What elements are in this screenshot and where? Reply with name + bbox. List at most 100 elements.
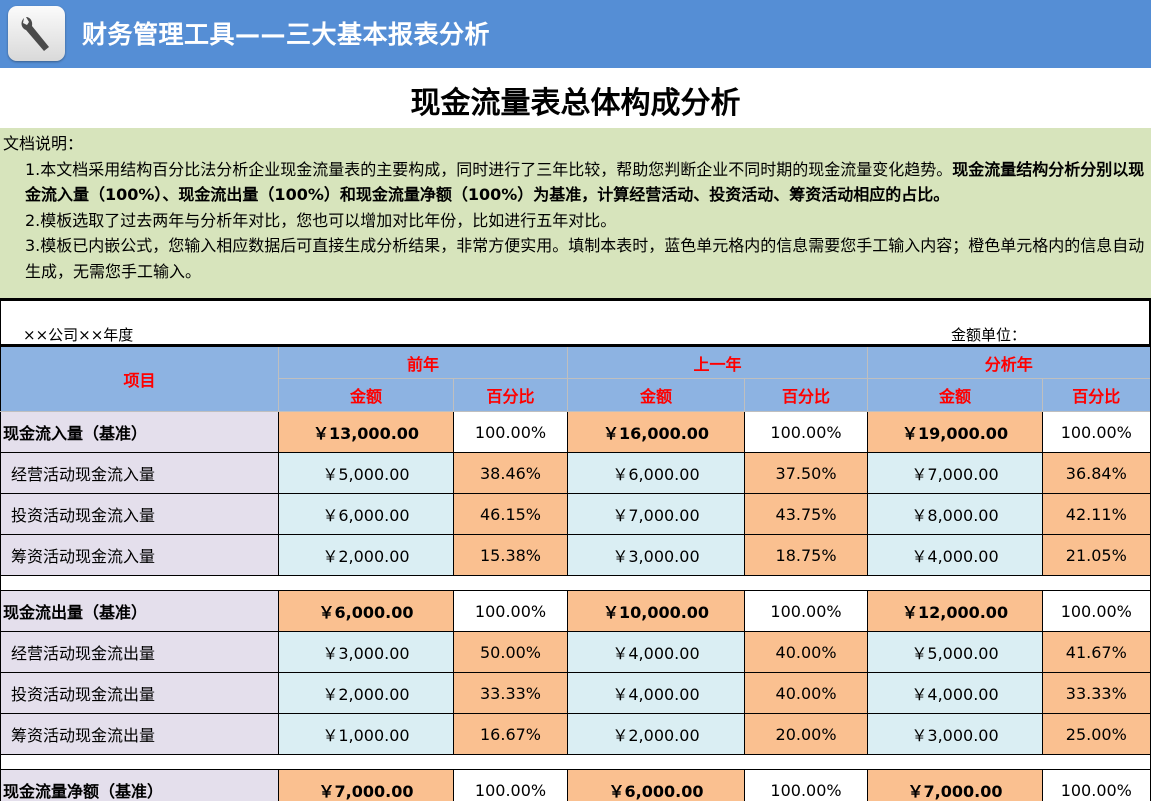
row-label[interactable]: 现金流量净额（基准） (0, 769, 279, 801)
amount-header: 金额 (278, 378, 454, 412)
amount-header: 金额 (567, 378, 746, 412)
row-label[interactable]: 投资活动现金流入量 (0, 493, 279, 535)
amount-input-cell[interactable]: ￥3,000.00 (278, 631, 454, 673)
percent-cell[interactable]: 50.00% (452, 631, 569, 673)
amount-cell[interactable]: ￥7,000.00 (278, 769, 454, 801)
percent-cell[interactable]: 33.33% (452, 672, 569, 714)
notes-item-1: 1.本文档采用结构百分比法分析企业现金流量表的主要构成，同时进行了三年比较，帮助… (3, 157, 1145, 208)
percent-cell[interactable]: 38.46% (452, 452, 569, 494)
row-label[interactable]: 投资活动现金流出量 (0, 672, 279, 714)
percent-cell[interactable]: 20.00% (744, 713, 869, 755)
company-year-label[interactable]: ××公司××年度 (23, 326, 134, 344)
percent-cell[interactable]: 43.75% (744, 493, 869, 535)
percent-cell[interactable]: 100.00% (1042, 590, 1151, 632)
percent-cell[interactable]: 100.00% (452, 411, 569, 453)
report-meta-row: ××公司××年度 金额单位： (0, 298, 1151, 344)
amount-input-cell[interactable]: ￥5,000.00 (867, 631, 1044, 673)
spacer-cell (0, 575, 1151, 591)
percent-cell[interactable]: 42.11% (1042, 493, 1151, 535)
amount-input-cell[interactable]: ￥3,000.00 (867, 713, 1044, 755)
notes-item-1-bold: 现金流量结构分析分别以现金流入量（100%）、现金流出量（100%）和现金流量净… (25, 159, 1145, 205)
percent-cell[interactable]: 40.00% (744, 631, 869, 673)
amount-input-cell[interactable]: ￥2,000.00 (278, 672, 454, 714)
spacer-row (0, 575, 1151, 591)
row-label[interactable]: 现金流出量（基准） (0, 590, 279, 632)
amount-input-cell[interactable]: ￥6,000.00 (278, 493, 454, 535)
percent-cell[interactable]: 40.00% (744, 672, 869, 714)
notes-item-2: 2.模板选取了过去两年与分析年对比，您也可以增加对比年份，比如进行五年对比。 (25, 210, 617, 230)
percent-cell[interactable]: 15.38% (452, 534, 569, 576)
row-label[interactable]: 筹资活动现金流入量 (0, 534, 279, 576)
amount-input-cell[interactable]: ￥4,000.00 (567, 672, 746, 714)
percent-cell[interactable]: 100.00% (452, 590, 569, 632)
amount-cell[interactable]: ￥19,000.00 (867, 411, 1044, 453)
amount-input-cell[interactable]: ￥7,000.00 (867, 452, 1044, 494)
percent-cell[interactable]: 21.05% (1042, 534, 1151, 576)
app-header: 财务管理工具——三大基本报表分析 (0, 0, 1151, 68)
percent-cell[interactable]: 41.67% (1042, 631, 1151, 673)
table-row-base: 现金流入量（基准） ￥13,000.00 100.00% ￥16,000.00 … (0, 411, 1151, 453)
amount-input-cell[interactable]: ￥7,000.00 (567, 493, 746, 535)
table-row-base: 现金流出量（基准） ￥6,000.00 100.00% ￥10,000.00 1… (0, 590, 1151, 632)
row-label[interactable]: 筹资活动现金流出量 (0, 713, 279, 755)
table-row-base: 现金流量净额（基准） ￥7,000.00 100.00% ￥6,000.00 1… (0, 769, 1151, 801)
amount-input-cell[interactable]: ￥4,000.00 (567, 631, 746, 673)
table-row: 经营活动现金流入量 ￥5,000.00 38.46% ￥6,000.00 37.… (0, 452, 1151, 494)
table-row: 筹资活动现金流入量 ￥2,000.00 15.38% ￥3,000.00 18.… (0, 534, 1151, 576)
percent-cell[interactable]: 100.00% (744, 769, 869, 801)
amount-input-cell[interactable]: ￥8,000.00 (867, 493, 1044, 535)
amount-unit-label: 金额单位： (951, 326, 1027, 344)
amount-cell[interactable]: ￥7,000.00 (867, 769, 1044, 801)
table-row: 投资活动现金流出量 ￥2,000.00 33.33% ￥4,000.00 40.… (0, 672, 1151, 714)
percent-header: 百分比 (452, 378, 569, 412)
period-header-prev2: 前年 (277, 344, 569, 379)
spacer-cell (0, 754, 1151, 770)
amount-cell[interactable]: ￥13,000.00 (278, 411, 454, 453)
amount-input-cell[interactable]: ￥2,000.00 (278, 534, 454, 576)
notes-item-1-text: 1.本文档采用结构百分比法分析企业现金流量表的主要构成，同时进行了三年比较，帮助… (25, 159, 953, 179)
percent-cell[interactable]: 37.50% (744, 452, 869, 494)
percent-cell[interactable]: 25.00% (1042, 713, 1151, 755)
amount-input-cell[interactable]: ￥1,000.00 (278, 713, 454, 755)
amount-input-cell[interactable]: ￥6,000.00 (567, 452, 746, 494)
amount-cell[interactable]: ￥10,000.00 (567, 590, 746, 632)
percent-cell[interactable]: 100.00% (1042, 411, 1151, 453)
period-header-prev1: 上一年 (567, 344, 869, 379)
percent-cell[interactable]: 16.67% (452, 713, 569, 755)
notes-heading: 文档说明： (3, 134, 84, 153)
percent-cell[interactable]: 18.75% (744, 534, 869, 576)
amount-input-cell[interactable]: ￥5,000.00 (278, 452, 454, 494)
row-label[interactable]: 经营活动现金流出量 (0, 631, 279, 673)
amount-cell[interactable]: ￥16,000.00 (567, 411, 746, 453)
amount-input-cell[interactable]: ￥2,000.00 (567, 713, 746, 755)
percent-cell[interactable]: 33.33% (1042, 672, 1151, 714)
amount-cell[interactable]: ￥6,000.00 (567, 769, 746, 801)
period-header-analysis: 分析年 (867, 344, 1151, 379)
table-row: 经营活动现金流出量 ￥3,000.00 50.00% ￥4,000.00 40.… (0, 631, 1151, 673)
percent-cell[interactable]: 100.00% (744, 411, 869, 453)
cash-flow-structure-table: 项目 前年 上一年 分析年 金额 百分比 金额 百分比 金额 百分比 现金流入量… (0, 344, 1151, 801)
percent-header: 百分比 (744, 378, 869, 412)
row-label[interactable]: 经营活动现金流入量 (0, 452, 279, 494)
percent-cell[interactable]: 100.00% (452, 769, 569, 801)
table-row: 筹资活动现金流出量 ￥1,000.00 16.67% ￥2,000.00 20.… (0, 713, 1151, 755)
spacer-row (0, 754, 1151, 770)
percent-cell[interactable]: 100.00% (744, 590, 869, 632)
percent-header: 百分比 (1042, 378, 1151, 412)
percent-cell[interactable]: 100.00% (1042, 769, 1151, 801)
amount-header: 金额 (867, 378, 1044, 412)
item-column-header: 项目 (0, 344, 279, 412)
row-label[interactable]: 现金流入量（基准） (0, 411, 279, 453)
page-title: 现金流量表总体构成分析 (410, 86, 741, 121)
amount-input-cell[interactable]: ￥4,000.00 (867, 534, 1044, 576)
wrench-icon (8, 6, 65, 61)
amount-input-cell[interactable]: ￥3,000.00 (567, 534, 746, 576)
app-title: 财务管理工具——三大基本报表分析 (82, 20, 491, 49)
table-row: 投资活动现金流入量 ￥6,000.00 46.15% ￥7,000.00 43.… (0, 493, 1151, 535)
amount-cell[interactable]: ￥12,000.00 (867, 590, 1044, 632)
amount-cell[interactable]: ￥6,000.00 (278, 590, 454, 632)
percent-cell[interactable]: 36.84% (1042, 452, 1151, 494)
amount-input-cell[interactable]: ￥4,000.00 (867, 672, 1044, 714)
percent-cell[interactable]: 46.15% (452, 493, 569, 535)
notes-item-3: 3.模板已内嵌公式，您输入相应数据后可直接生成分析结果，非常方便实用。填制本表时… (25, 236, 1145, 281)
